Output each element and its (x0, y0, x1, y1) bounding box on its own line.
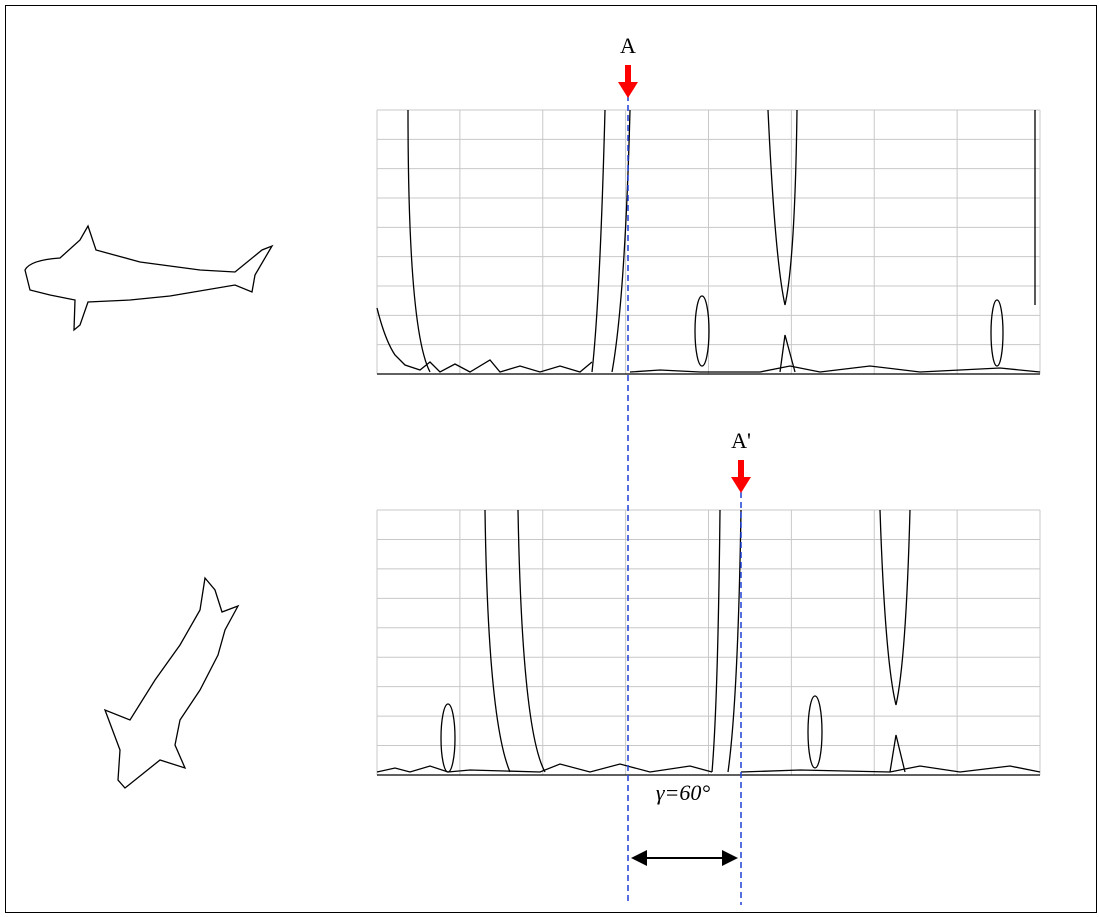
label-angle: γ=60° (656, 780, 711, 805)
bottom-graph-curves (376, 509, 1041, 776)
frame (5, 5, 1097, 913)
label-a: A (620, 33, 636, 58)
red-arrows (618, 65, 751, 493)
shark-rotated (103, 576, 240, 789)
label-a-prime: A' (731, 428, 751, 453)
shark-horizontal (24, 224, 274, 332)
bottom-graph-grid (376, 509, 1041, 775)
